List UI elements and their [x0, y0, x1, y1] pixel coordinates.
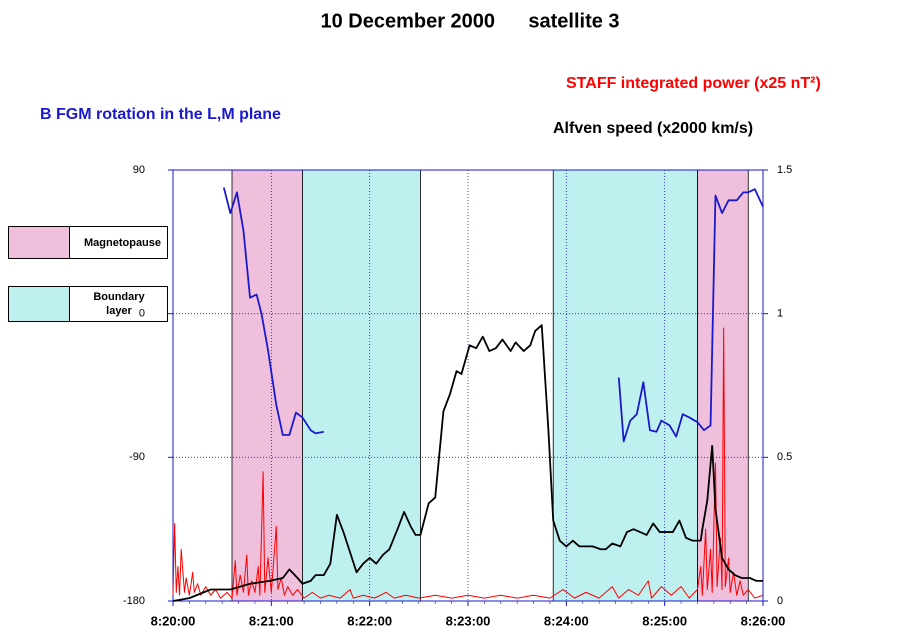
series-label: B FGM rotation in the L,M plane	[40, 106, 281, 123]
x-tick-label: 8:24:00	[544, 613, 589, 628]
x-tick-label: 8:25:00	[642, 613, 687, 628]
plot-frame	[172, 169, 764, 602]
series-line	[172, 324, 763, 602]
legend-label: Magnetopause	[84, 236, 162, 249]
y2-tick-label: 1.5	[777, 164, 792, 176]
y2-tick-label: 1	[777, 308, 783, 320]
series-line	[172, 327, 764, 599]
y-tick-label: -90	[129, 451, 145, 463]
x-tick-label: 8:20:00	[151, 613, 196, 628]
legend-swatch	[9, 287, 70, 321]
series-label: Alfven speed (x2000 km/s)	[553, 120, 753, 137]
legend-label-box: Magnetopause	[75, 227, 163, 258]
series-line	[222, 187, 764, 443]
legend-item: Magnetopause	[8, 226, 168, 259]
x-tick-label: 8:21:00	[249, 613, 294, 628]
legend-label-box: Boundary layer	[75, 287, 163, 321]
band	[232, 170, 303, 601]
y-tick-label: 90	[133, 164, 145, 176]
y2-tick-label: 0.5	[777, 451, 792, 463]
y2-tick-label: 0	[777, 595, 783, 607]
legend-swatch	[9, 227, 70, 258]
y-tick-label: -180	[123, 595, 145, 607]
x-tick-label: 8:26:00	[741, 613, 786, 628]
legend-item: Boundary layer	[8, 286, 168, 322]
chart-title: 10 December 2000 satellite 3	[320, 10, 619, 32]
band	[302, 170, 421, 601]
x-tick-label: 8:23:00	[446, 613, 491, 628]
y-tick-label: 0	[139, 308, 145, 320]
bands	[231, 170, 749, 601]
legend-label: Boundary layer	[93, 291, 145, 317]
band	[553, 170, 698, 601]
series-label: STAFF integrated power (x25 nT²)	[566, 75, 821, 92]
x-tick-label: 8:22:00	[347, 613, 392, 628]
